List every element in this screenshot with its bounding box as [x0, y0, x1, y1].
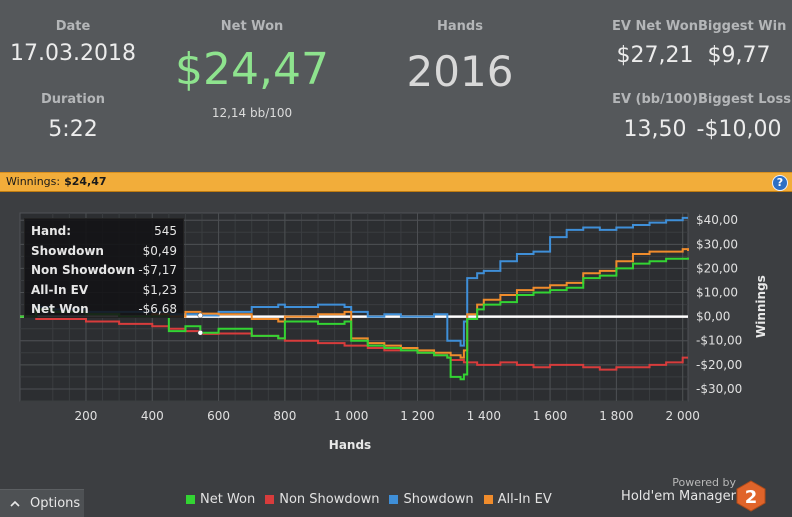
bb-per-100: 12,14 bb/100: [211, 106, 293, 120]
x-tick-label: 800: [273, 409, 296, 423]
logo-number: 2: [745, 487, 758, 508]
ev-bb100-value: 13,50: [623, 117, 687, 142]
tooltip-row: Non Showdown -$7,17: [31, 261, 177, 281]
tooltip-row: Hand: 545: [31, 222, 177, 242]
hands-label: Hands: [437, 19, 483, 34]
legend-swatch-all-in-ev: [483, 494, 493, 504]
tooltip-label: Net Won: [31, 302, 89, 316]
tooltip-label: All-In EV: [31, 282, 89, 297]
ev-net-won-label: EV Net Won: [612, 19, 698, 34]
winnings-bar: Winnings: $24,47 ?: [0, 172, 792, 192]
legend-label-showdown: Showdown: [403, 491, 474, 507]
options-label: Options: [30, 496, 81, 511]
x-tick-label: 600: [207, 409, 230, 423]
y-tick-label: $0,00: [696, 310, 730, 324]
y-tick-label: -$20,00: [696, 358, 742, 372]
winnings-label: Winnings:: [6, 175, 61, 188]
chart-legend: Net Won Non Showdown Showdown All-In EV: [186, 490, 552, 508]
x-tick-label: 1 400: [467, 409, 501, 423]
biggest-loss-value: -$10,00: [696, 117, 782, 142]
brand-name: Hold'em Manager: [621, 489, 736, 504]
tooltip-value: -$7,17: [138, 263, 177, 277]
duration-value: 5:22: [48, 117, 98, 142]
biggest-win-label: Biggest Win: [698, 19, 787, 34]
chevron-up-icon: [10, 500, 20, 507]
x-tick-label: 400: [141, 409, 164, 423]
x-tick-label: 1 000: [334, 409, 368, 423]
hover-marker-point: [197, 329, 204, 336]
date-value: 17.03.2018: [10, 41, 136, 66]
y-tick-label: -$30,00: [696, 382, 742, 396]
tooltip-value: $0,49: [142, 243, 177, 258]
x-tick-label: 2 000: [666, 409, 700, 423]
tooltip-label: Non Showdown: [31, 263, 135, 277]
powered-by-text: Powered by: [672, 476, 736, 489]
legend-showdown[interactable]: Showdown: [389, 490, 474, 508]
series-line-net-won: [20, 257, 689, 381]
tooltip-label: Showdown: [31, 243, 104, 258]
legend-swatch-net-won: [186, 494, 195, 504]
legend-label-net-won: Net Won: [200, 491, 256, 507]
tooltip-value: -$6,68: [138, 302, 177, 316]
y-tick-label: $40,00: [696, 213, 738, 227]
legend-swatch-showdown: [389, 494, 399, 504]
tooltip-value: 545: [154, 224, 177, 238]
tooltip-value: $1,23: [142, 282, 177, 297]
hm2-logo-icon: 2: [736, 480, 766, 512]
x-axis-title: Hands: [328, 438, 372, 452]
winnings-summary: Winnings: $24,47: [6, 175, 107, 188]
legend-all-in-ev[interactable]: All-In EV: [483, 490, 552, 508]
hand-tooltip: Hand: 545 Showdown $0,49 Non Showdown -$7,17 A…: [24, 218, 184, 318]
ev-bb100-label: EV (bb/100): [612, 92, 698, 107]
tooltip-label: Hand:: [31, 224, 72, 238]
x-tick-label: 1 200: [400, 409, 434, 423]
tooltip-row: Net Won -$6,68: [31, 300, 177, 320]
options-button[interactable]: Options: [0, 489, 84, 517]
date-label: Date: [55, 19, 91, 34]
biggest-win-value: $9,77: [707, 43, 771, 68]
x-tick-label: 1 800: [599, 409, 633, 423]
legend-label-non-showdown: Non Showdown: [279, 491, 380, 507]
duration-label: Duration: [40, 92, 106, 107]
legend-non-showdown[interactable]: Non Showdown: [265, 490, 379, 508]
series-line-all-in-ev: [20, 248, 689, 359]
x-tick-label: 1 600: [533, 409, 567, 423]
y-tick-label: $20,00: [696, 261, 738, 275]
branding: Powered by Hold'em Manager: [608, 476, 736, 504]
tooltip-row: All-In EV $1,23: [31, 281, 177, 301]
net-won-value: $24,47: [175, 44, 329, 95]
legend-net-won[interactable]: Net Won: [186, 490, 255, 508]
legend-swatch-non-showdown: [265, 494, 275, 504]
hover-marker-point: [197, 312, 204, 319]
net-won-label: Net Won: [220, 19, 284, 34]
session-stats-panel: Date 17.03.2018 Duration 5:22 Net Won $2…: [0, 0, 792, 172]
legend-label-all-in-ev: All-In EV: [497, 491, 552, 507]
y-tick-label: $30,00: [696, 237, 738, 251]
y-tick-label: $10,00: [696, 286, 738, 300]
x-tick-label: 200: [75, 409, 98, 423]
y-axis-title: Winnings: [754, 275, 768, 338]
ev-net-won-value: $27,21: [616, 43, 694, 68]
hands-value: 2016: [406, 47, 514, 96]
tooltip-row: Showdown $0,49: [31, 242, 177, 262]
help-icon[interactable]: ?: [772, 175, 788, 191]
biggest-loss-label: Biggest Loss: [698, 92, 791, 107]
y-tick-label: -$10,00: [696, 334, 742, 348]
winnings-value: $24,47: [64, 175, 107, 188]
